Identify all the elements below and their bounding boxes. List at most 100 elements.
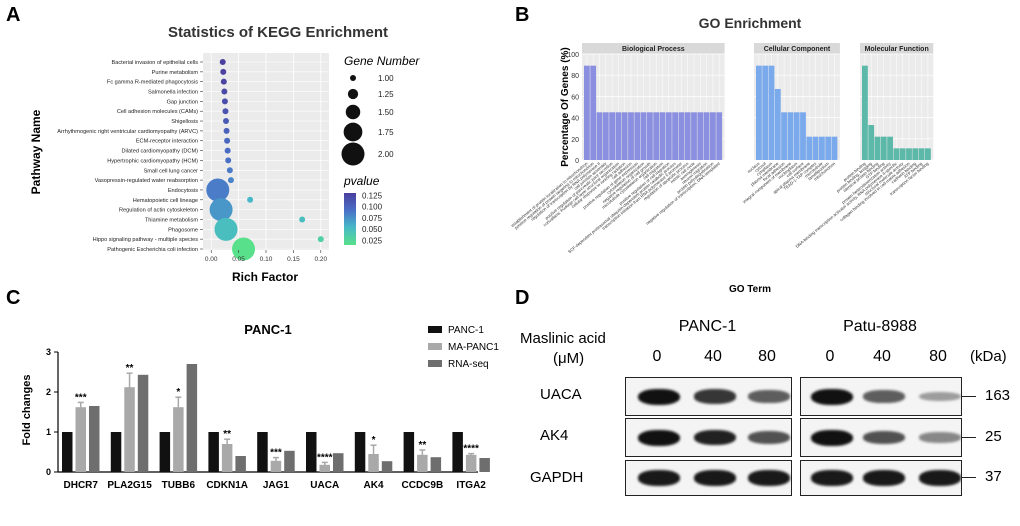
go-bar xyxy=(806,136,813,160)
fold-legend-swatch xyxy=(428,326,442,333)
blot-strip xyxy=(800,418,962,457)
go-bar xyxy=(874,136,881,160)
fold-bar xyxy=(270,460,282,472)
fold-category-label: AK4 xyxy=(364,480,384,491)
kegg-pathway-label: Cell adhesion molecules (CAMs) xyxy=(117,109,198,115)
kegg-point xyxy=(209,198,233,222)
fold-significance: *** xyxy=(75,392,87,403)
kegg-point xyxy=(220,68,227,75)
go-bar xyxy=(640,112,647,160)
kda-marker-line xyxy=(962,477,976,478)
dose-label: 40 xyxy=(873,348,891,365)
kda-unit-label: (kDa) xyxy=(970,348,1007,365)
size-legend-dot xyxy=(350,75,356,81)
go-bar xyxy=(659,112,666,160)
fold-category-label: TUBB6 xyxy=(162,480,196,491)
kegg-point xyxy=(247,196,254,203)
kda-marker-label: 25 xyxy=(985,427,1002,445)
cell-line-label: Patu-8988 xyxy=(843,318,917,335)
kegg-point xyxy=(220,78,227,85)
dose-label: 80 xyxy=(929,348,947,365)
fold-bar xyxy=(452,432,463,472)
kegg-point xyxy=(206,178,230,202)
fold-bar xyxy=(417,454,428,472)
go-bar xyxy=(868,125,875,160)
blot-strip xyxy=(800,460,962,496)
blot-band xyxy=(811,470,853,486)
blot-strip xyxy=(625,418,792,457)
go-bar xyxy=(710,112,716,160)
kegg-bubble-chart: Statistics of KEGG Enrichment Bacterial … xyxy=(29,24,420,284)
go-bar xyxy=(912,148,919,160)
pvalue-colorbar xyxy=(344,193,356,245)
fold-bar xyxy=(62,432,73,472)
go-facet-strip xyxy=(860,43,934,54)
fold-bar xyxy=(159,432,171,472)
kegg-pathway-label: Shigellosis xyxy=(171,119,198,125)
fold-significance: * xyxy=(372,435,376,446)
kegg-pathway-label: ECM-receptor interaction xyxy=(136,139,198,145)
kegg-xtick-label: 0.20 xyxy=(314,256,327,263)
fold-ytick-label: 0 xyxy=(46,467,51,477)
colorbar-tick-label: 0.025 xyxy=(362,236,383,245)
fold-bar xyxy=(124,387,135,472)
go-bar xyxy=(787,112,794,160)
go-ytick-label: 60 xyxy=(571,94,579,101)
go-bar xyxy=(716,112,723,160)
blot-strip xyxy=(625,377,792,416)
go-bar xyxy=(812,136,819,160)
fold-ytick-label: 3 xyxy=(46,347,51,357)
protein-label: GAPDH xyxy=(530,469,584,486)
size-legend-dot xyxy=(341,142,365,166)
blot-band xyxy=(638,429,680,446)
go-bar xyxy=(918,148,925,160)
go-enrichment-chart: GO Enrichment Biological Process Cellular… xyxy=(510,15,934,295)
kegg-pathway-label: Regulation of actin cytoskeleton xyxy=(119,208,198,214)
kegg-pathway-label: Vasopressin-regulated water reabsorption xyxy=(95,178,198,184)
go-bar xyxy=(609,112,615,160)
fold-bar xyxy=(465,454,477,472)
fold-bar xyxy=(257,432,268,472)
kda-marker-line xyxy=(962,436,976,438)
kegg-xtick-label: 0.00 xyxy=(205,256,218,263)
fold-category-label: DHCR7 xyxy=(64,480,99,491)
size-legend-label: 1.75 xyxy=(378,128,394,137)
go-bar xyxy=(665,112,672,160)
dose-label: 0 xyxy=(652,348,662,365)
go-ytick-label: 40 xyxy=(571,116,579,123)
blot-band xyxy=(748,431,790,444)
kegg-point xyxy=(227,177,234,184)
blot-band xyxy=(863,390,905,403)
size-legend-label: 1.00 xyxy=(378,74,394,83)
kegg-xlabel: Rich Factor xyxy=(232,270,298,284)
protein-label: UACA xyxy=(540,386,582,403)
blot-strip xyxy=(625,460,792,496)
go-ytick-label: 20 xyxy=(571,137,579,144)
colorbar-tick-label: 0.075 xyxy=(362,214,383,223)
go-bar xyxy=(678,112,685,160)
western-blot-panel: Maslinic acid (μM) (kDa) PANC-1 0 40 80 Patu… xyxy=(510,290,1020,526)
kegg-ylabel: Pathway Name xyxy=(29,109,43,194)
go-bar xyxy=(615,112,622,160)
kegg-point xyxy=(317,236,324,243)
go-bar xyxy=(893,148,900,160)
size-legend-label: 1.50 xyxy=(378,108,394,117)
blot-band xyxy=(638,470,680,486)
kegg-pathway-label: Purine metabolism xyxy=(152,70,199,76)
panel-c-label: C xyxy=(6,287,21,309)
size-legend-dot xyxy=(347,88,359,100)
go-bar xyxy=(762,65,769,160)
kegg-point xyxy=(214,217,238,241)
kegg-pathway-label: Arrhythmogenic right ventricular cardiom… xyxy=(57,129,198,135)
blot-band xyxy=(748,470,790,486)
go-bar xyxy=(634,112,641,160)
blot-band xyxy=(694,389,736,404)
go-bar xyxy=(621,112,628,160)
kegg-pathway-label: Small cell lung cancer xyxy=(144,168,199,174)
fold-category-label: PLA2G15 xyxy=(107,480,152,491)
go-bar xyxy=(831,136,838,160)
blot-band xyxy=(811,429,853,446)
size-legend-label: 1.25 xyxy=(378,90,394,99)
fold-category-label: UACA xyxy=(310,480,339,491)
blot-band xyxy=(694,429,736,446)
